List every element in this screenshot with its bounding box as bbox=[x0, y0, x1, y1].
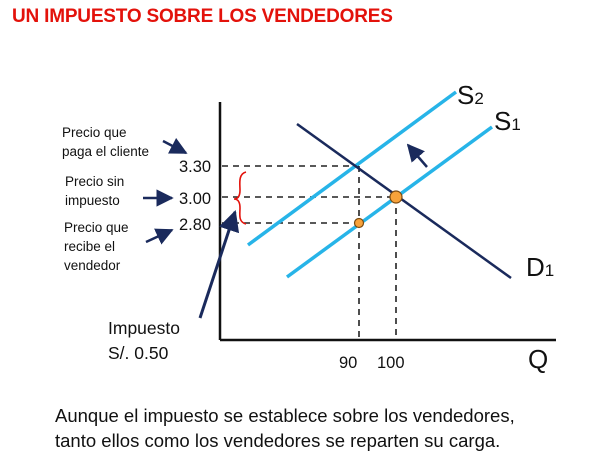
no-tax-price-label: Precio sin impuesto bbox=[65, 174, 128, 208]
buyer-price-arrow-icon bbox=[162, 137, 188, 155]
equilibrium-point-no-tax bbox=[389, 190, 403, 204]
caption-line: Aunque el impuesto se establece sobre lo… bbox=[55, 405, 515, 426]
curve-label-d1: D1 bbox=[526, 252, 554, 282]
price-tick-3-30: 3.30 bbox=[179, 158, 211, 176]
seller-price-label: Precio que recibe el vendedor bbox=[64, 220, 132, 273]
curve-label-s2: S2 bbox=[457, 80, 484, 110]
caption-line: tanto ellos como los vendedores se repar… bbox=[55, 430, 501, 451]
supply-curve-s2 bbox=[246, 90, 458, 247]
shift-arrow-icon bbox=[406, 143, 428, 168]
curve-label-s1: S1 bbox=[494, 106, 521, 136]
x-axis-label: Q bbox=[528, 344, 548, 374]
seller-price-arrow-icon bbox=[145, 228, 174, 245]
tax-arrow-icon bbox=[198, 210, 240, 319]
caption: Aunque el impuesto se establece sobre lo… bbox=[55, 403, 515, 453]
quantity-tick-100: 100 bbox=[377, 354, 405, 372]
demand-curve-d1 bbox=[296, 122, 512, 280]
price-tick-3-00: 3.00 bbox=[179, 190, 211, 208]
seller-price-point bbox=[353, 217, 365, 229]
tax-brace bbox=[233, 171, 247, 225]
tax-label: Impuesto S/. 0.50 bbox=[108, 318, 185, 363]
quantity-tick-90: 90 bbox=[339, 354, 357, 372]
page-title: UN IMPUESTO SOBRE LOS VENDEDORES bbox=[12, 6, 393, 27]
buyer-price-label: Precio que paga el cliente bbox=[62, 125, 149, 159]
price-tick-2-80: 2.80 bbox=[179, 216, 211, 234]
supply-curve-s1 bbox=[285, 125, 494, 279]
